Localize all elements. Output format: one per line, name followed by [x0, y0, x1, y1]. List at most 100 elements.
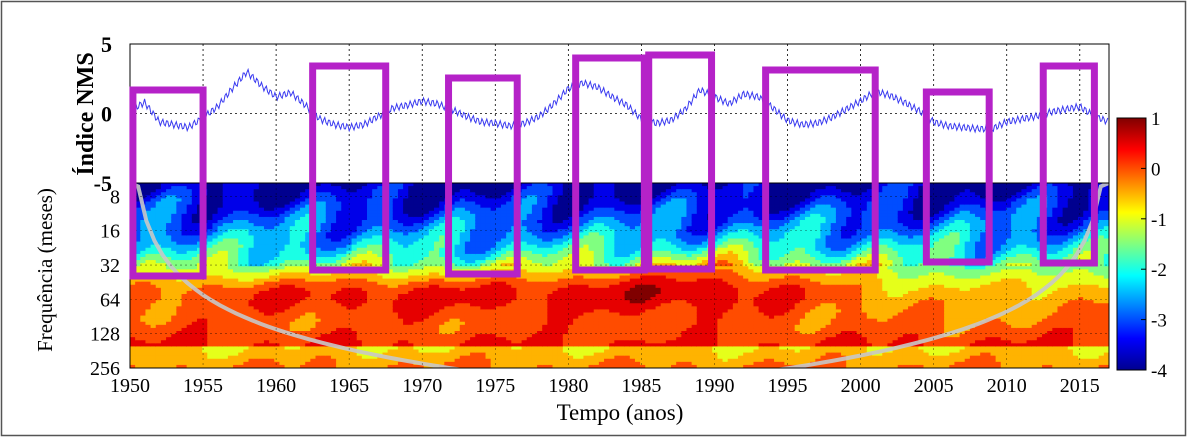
heatmap-cell [341, 210, 348, 215]
heatmap-cell [367, 223, 373, 227]
heatmap-cell [212, 358, 219, 363]
heatmap-cell [310, 349, 317, 354]
heatmap-cell [423, 204, 430, 209]
heatmap-cell [160, 278, 167, 283]
heatmap-cell [166, 306, 172, 311]
heatmap-cell [155, 284, 162, 289]
heatmap-cell [372, 275, 378, 280]
heatmap-cell [155, 229, 162, 233]
heatmap-cell [294, 192, 301, 196]
heatmap-cell [274, 290, 281, 295]
heatmap-cell [305, 364, 311, 368]
heatmap-cell [289, 284, 296, 289]
heatmap-cell [428, 303, 435, 307]
heatmap-cell [377, 186, 384, 190]
heatmap-cell [269, 195, 275, 200]
heatmap-cell [341, 272, 348, 277]
heatmap-cell [320, 244, 327, 249]
heatmap-cell [434, 312, 440, 317]
heatmap-cell [320, 213, 327, 218]
heatmap-cell [361, 358, 368, 363]
heatmap-cell [294, 186, 301, 190]
heatmap-cell [403, 315, 409, 320]
heatmap-cell [140, 192, 147, 196]
heatmap-cell [274, 238, 281, 243]
heatmap-cell [315, 198, 322, 203]
heatmap-cell [305, 349, 311, 354]
heatmap-cell [212, 216, 219, 221]
heatmap-cell [274, 201, 281, 206]
heatmap-cell [434, 306, 440, 311]
heatmap-cell [233, 213, 239, 218]
heatmap-cell [372, 281, 378, 286]
heatmap-cell [176, 306, 183, 311]
heatmap-cell [356, 324, 363, 329]
heatmap-cell [325, 309, 332, 314]
heatmap-cell [212, 352, 219, 357]
heatmap-cell [207, 241, 214, 246]
heatmap-cell [351, 223, 358, 227]
heatmap-cell [351, 278, 358, 283]
heatmap-cell [408, 300, 414, 304]
heatmap-cell [191, 327, 198, 332]
heatmap-cell [403, 337, 409, 341]
heatmap-cell [181, 210, 188, 215]
heatmap-cell [274, 183, 281, 187]
heatmap-cell [258, 318, 265, 323]
heatmap-cell [155, 300, 162, 304]
heatmap-cell [196, 278, 203, 283]
heatmap-cell [382, 281, 389, 286]
heatmap-cell [212, 235, 219, 240]
heatmap-cell [377, 250, 384, 255]
heatmap-cell [279, 213, 286, 218]
heatmap-cell [217, 361, 224, 366]
heatmap-cell [284, 266, 291, 270]
heatmap-cell [140, 189, 147, 193]
heatmap-cell [258, 244, 265, 249]
heatmap-cell [263, 352, 270, 357]
heatmap-cell [392, 349, 399, 354]
heatmap-cell [413, 269, 420, 274]
heatmap-cell [289, 247, 296, 252]
heatmap-cell [140, 266, 147, 270]
heatmap-cell [330, 223, 337, 227]
heatmap-cell [263, 272, 270, 277]
heatmap-cell [387, 334, 394, 338]
heatmap-cell [387, 204, 394, 209]
heatmap-cell [341, 204, 348, 209]
heatmap-cell [351, 290, 358, 295]
heatmap-cell [434, 235, 440, 240]
heatmap-cell [325, 340, 332, 344]
heatmap-cell [320, 257, 327, 261]
heatmap-cell [403, 220, 409, 224]
heatmap-cell [356, 201, 363, 206]
heatmap-cell [289, 337, 296, 341]
heatmap-cell [403, 278, 409, 283]
heatmap-cell [294, 207, 301, 212]
heatmap-cell [238, 266, 244, 270]
heatmap-cell [186, 352, 193, 357]
heatmap-cell [413, 216, 420, 221]
heatmap-cell [330, 204, 337, 209]
heatmap-cell [377, 278, 384, 283]
heatmap-cell [196, 321, 203, 326]
heatmap-cell [397, 213, 404, 218]
heatmap-cell [217, 223, 224, 227]
heatmap-cell [145, 312, 152, 317]
heatmap-cell [140, 260, 147, 264]
heatmap-cell [212, 257, 219, 261]
heatmap-cell [155, 201, 162, 206]
heatmap-cell [320, 210, 327, 215]
heatmap-cell [289, 198, 296, 203]
heatmap-cell [320, 346, 327, 351]
heatmap-cell [196, 309, 203, 314]
heatmap-cell [413, 281, 420, 286]
heatmap-cell [418, 213, 425, 218]
heatmap-cell [258, 250, 265, 255]
heatmap-cell [315, 272, 322, 277]
heatmap-cell [166, 358, 172, 363]
heatmap-cell [392, 229, 399, 233]
heatmap-cell [434, 241, 440, 246]
heatmap-cell [377, 220, 384, 224]
heatmap-cell [382, 321, 389, 326]
